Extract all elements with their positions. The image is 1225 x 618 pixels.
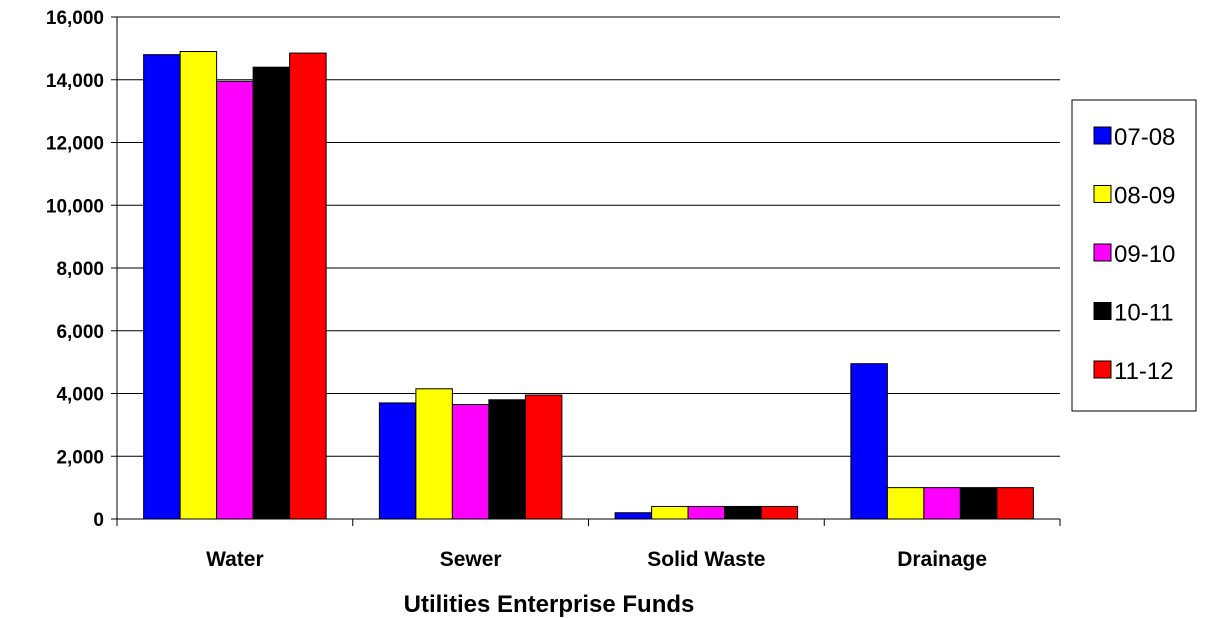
y-tick-label: 14,000 bbox=[46, 71, 104, 92]
bar-water-08-09 bbox=[179, 51, 218, 520]
legend-swatch-10-11 bbox=[1093, 302, 1112, 320]
y-tick-label: 6,000 bbox=[56, 322, 104, 343]
x-category-label: Water bbox=[206, 548, 264, 571]
bar-sewer-09-10 bbox=[451, 403, 490, 520]
bar-solid-waste-11-12 bbox=[760, 505, 799, 520]
bar-sewer-08-09 bbox=[415, 388, 453, 520]
legend-swatch-07-08 bbox=[1093, 126, 1112, 145]
x-category-label: Solid Waste bbox=[647, 548, 765, 571]
x-axis-title: Utilities Enterprise Funds bbox=[404, 591, 695, 618]
bars bbox=[143, 51, 1034, 520]
y-tick-label: 0 bbox=[93, 510, 104, 531]
bar-drainage-09-10 bbox=[923, 487, 961, 520]
y-tick-labels: 0 2,000 4,000 6,000 8,000 10,000 12,000 14,000 1… bbox=[46, 8, 104, 531]
bar-sewer-10-11 bbox=[488, 399, 526, 520]
bar-solid-waste-07-08 bbox=[614, 512, 653, 520]
legend-label-09-10: 09-10 bbox=[1114, 241, 1175, 268]
legend-label-08-09: 08-09 bbox=[1114, 183, 1175, 210]
legend: 07-08 08-09 09-10 10-11 11-12 bbox=[1071, 99, 1197, 412]
bar-sewer-07-08 bbox=[378, 402, 417, 520]
x-category-label: Drainage bbox=[897, 548, 987, 571]
bar-water-07-08 bbox=[143, 54, 181, 520]
bar-drainage-08-09 bbox=[886, 487, 925, 520]
legend-box bbox=[1071, 99, 1197, 412]
bar-water-10-11 bbox=[252, 66, 291, 520]
y-tick-label: 2,000 bbox=[56, 447, 104, 468]
bar-water-09-10 bbox=[216, 80, 254, 520]
legend-label-07-08: 07-08 bbox=[1114, 124, 1175, 151]
legend-swatch-08-09 bbox=[1093, 185, 1112, 203]
bar-solid-waste-10-11 bbox=[724, 505, 762, 520]
x-tick-labels: Water Sewer Solid Waste Drainage bbox=[206, 548, 987, 571]
legend-swatch-11-12 bbox=[1093, 360, 1112, 379]
bar-water-11-12 bbox=[289, 52, 327, 520]
y-tick-label: 4,000 bbox=[56, 385, 104, 406]
bar-drainage-10-11 bbox=[959, 487, 998, 520]
legend-label-11-12: 11-12 bbox=[1114, 358, 1174, 385]
axes bbox=[111, 16, 1061, 526]
bar-solid-waste-08-09 bbox=[651, 505, 689, 520]
legend-label-10-11: 10-11 bbox=[1114, 300, 1174, 327]
legend-swatch-09-10 bbox=[1093, 243, 1112, 262]
y-tick-label: 12,000 bbox=[46, 134, 104, 155]
bar-solid-waste-09-10 bbox=[687, 505, 726, 520]
y-tick-label: 10,000 bbox=[46, 196, 104, 217]
bar-drainage-11-12 bbox=[996, 487, 1034, 520]
bar-sewer-11-12 bbox=[524, 394, 563, 520]
x-category-label: Sewer bbox=[440, 548, 502, 571]
y-tick-label: 8,000 bbox=[56, 259, 104, 280]
y-tick-label: 16,000 bbox=[46, 8, 104, 29]
bar-drainage-07-08 bbox=[850, 363, 888, 520]
